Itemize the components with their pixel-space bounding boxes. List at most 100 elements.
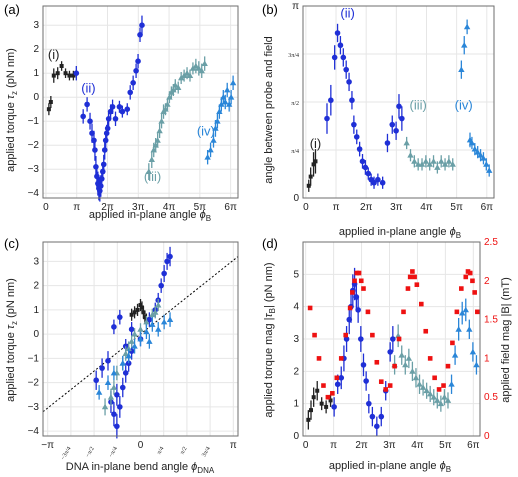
data-point [110,384,118,390]
field-point [459,286,464,291]
data-point [146,316,153,323]
panel-d-ylabel-left: applied torque mag |τB| (pN nm) [263,262,277,417]
y-tick-label: 2 [33,44,39,55]
field-point [374,359,380,365]
field-point [414,282,420,287]
y-tick-label: 0 [293,431,299,442]
data-point [97,188,103,194]
data-point [375,176,381,183]
data-point [441,161,449,167]
y-tick-label: −1 [28,353,40,364]
field-point [343,332,348,338]
data-point [48,100,53,104]
panel-d-label: (d) [262,236,278,251]
panel-c: (c) DNA in-plane bend angle ϕDNA applied… [4,236,239,475]
data-point [403,139,410,146]
data-point [434,164,441,170]
data-point [114,423,120,430]
y-tick-label: 0 [293,193,299,204]
data-point [371,179,377,186]
x-tick-label: π [230,440,237,451]
field-point [463,274,469,280]
data-point [63,71,68,76]
data-point [175,84,182,90]
data-point [471,145,479,152]
panel-d-ylabel-right: applied field mag |B| (mT) [500,277,512,403]
panel-a-label: (a) [4,2,20,17]
data-point [399,115,405,122]
data-point [405,355,413,361]
data-point [218,101,225,107]
field-point [347,305,353,311]
field-point [312,332,317,338]
data-point [100,161,107,168]
data-point [328,398,333,403]
x-tick-label: π [330,440,337,451]
field-point [378,379,384,384]
series-iv [448,298,480,394]
data-point [107,394,115,400]
data-point [101,147,108,153]
field-point [358,278,364,284]
series-iv [458,19,493,177]
data-point [71,73,76,78]
field-point [370,332,375,338]
y-tick-label: −4 [28,426,40,437]
y-tick-label: π/2 [291,101,299,107]
data-point [137,335,144,342]
x-tick-label: 2π [360,202,373,213]
data-point [135,307,140,312]
panel-b-xlabel: applied in-plane angle ϕB [339,226,461,240]
data-point [351,121,357,128]
data-point [480,155,487,161]
data-point [98,183,104,189]
x-tick-label: 5π [439,440,452,451]
series-iv [204,75,237,165]
field-point [445,363,451,369]
y-right-tick-label: 0 [484,431,490,442]
data-point [116,104,123,110]
data-point [486,167,493,173]
panel-c-label: (c) [4,236,19,251]
series-annotation: (i) [310,136,322,151]
data-point [133,68,139,74]
data-point [119,360,126,366]
series-iii [403,136,456,174]
data-point [461,42,468,48]
data-point [104,379,112,386]
data-point [311,395,316,400]
data-point [158,282,164,289]
y-tick-label: π/4 [291,149,299,155]
data-point [346,79,352,85]
data-point [378,413,385,420]
data-point [459,309,466,316]
x-tick-label: 3π [383,440,396,451]
data-point [363,378,369,384]
series-annotation: (iv) [455,97,473,112]
panel-d-xlabel: applied in-plane angle ϕB [329,460,451,474]
data-point [477,152,484,158]
y-right-tick-label: 0.5 [484,392,498,403]
y-right-tick-label: 1 [484,353,490,364]
data-point [117,404,123,410]
data-point [167,253,173,260]
data-point [139,22,145,29]
panel-a-xlabel: applied in-plane angle ϕB [89,209,211,223]
y-tick-label: −2 [28,140,40,151]
data-point [214,118,221,124]
x-tick-label: −π [41,440,54,451]
y-tick-label: −1 [28,116,40,127]
field-point [475,309,480,315]
data-point [419,384,427,390]
x-tick-label: 6π [224,202,237,213]
data-point [99,168,106,175]
field-point [321,383,326,388]
data-point [87,118,93,124]
data-point [95,389,103,395]
data-point [393,127,399,134]
data-point [145,168,153,174]
panel-b: (b) applied in-plane angle ϕB angle betw… [262,1,495,240]
data-point [458,66,465,73]
data-point [334,381,341,388]
y-tick-label: −3 [28,402,40,413]
